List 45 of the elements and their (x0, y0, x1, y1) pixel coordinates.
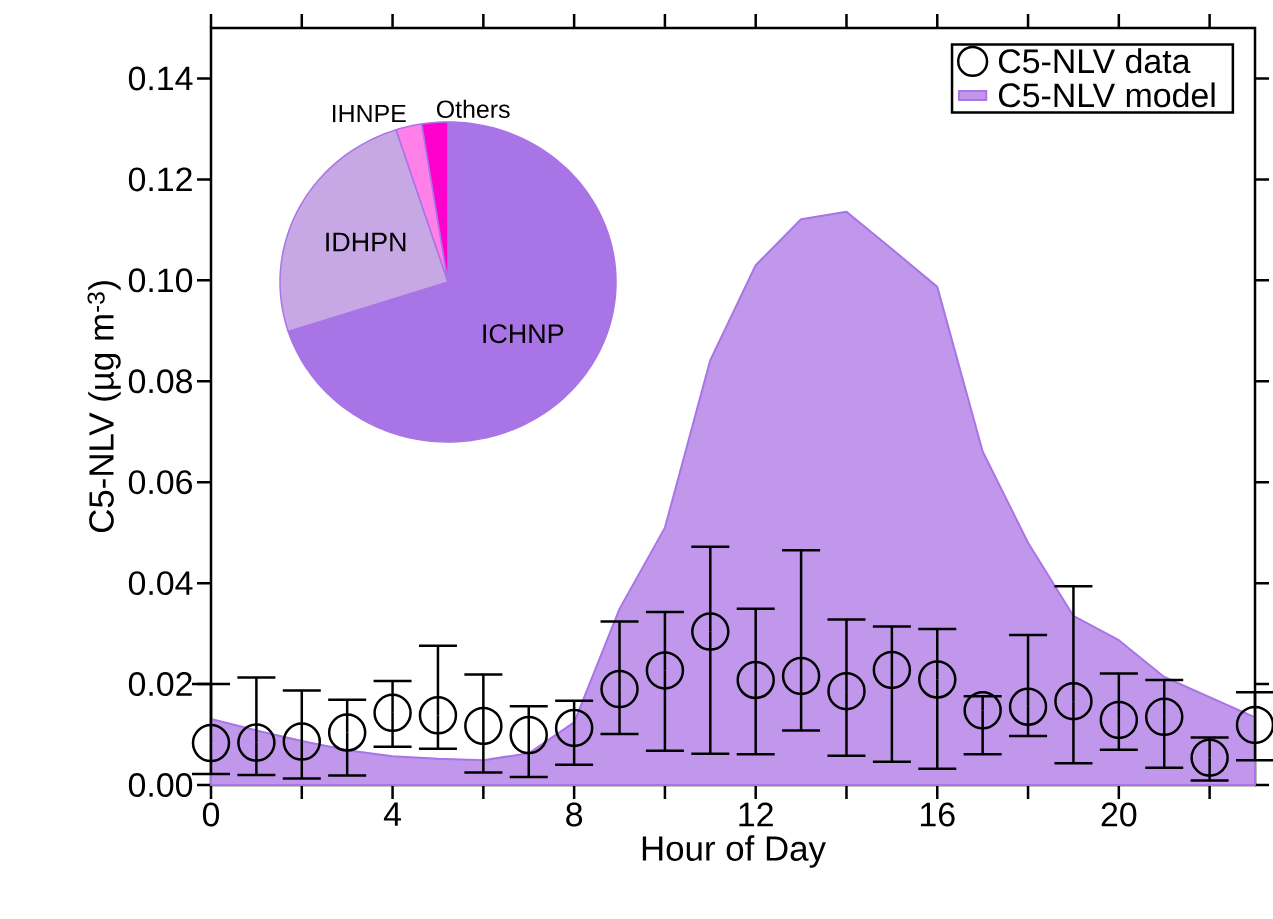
x-tick-label: 0 (202, 802, 220, 827)
point (645, 651, 685, 690)
slice-label: Others (436, 99, 510, 119)
point (736, 660, 775, 700)
point (1235, 705, 1273, 745)
x-tick-label: 16 (921, 802, 955, 827)
point (1054, 681, 1093, 721)
point (781, 656, 821, 696)
point (418, 696, 458, 735)
x-tick-label: 4 (383, 802, 401, 826)
x-tick-label: 12 (739, 802, 773, 827)
point (872, 650, 912, 690)
legend-label: C5-NLV data (998, 48, 1191, 74)
y-tick-label: 0.06 (128, 470, 192, 495)
point (1144, 697, 1184, 737)
point (600, 669, 639, 709)
point (327, 713, 367, 752)
point (464, 706, 503, 746)
slice-label: ICHNP (483, 324, 564, 344)
point (691, 612, 730, 651)
x-tick-label: 8 (566, 802, 583, 827)
y-axis-title: C5-NLV (µg m$^{-3}$) (87, 281, 121, 533)
y-tick-label: 0.04 (128, 571, 193, 596)
y-tick-label: 0.14 (128, 66, 193, 91)
point (963, 691, 1002, 730)
y-tick-label: 0.12 (128, 167, 192, 192)
legend-label: C5-NLV model (998, 82, 1215, 108)
x-axis-title: Hour of Day (642, 835, 826, 868)
point (191, 723, 231, 763)
y-tick-label: 0.08 (128, 369, 193, 394)
point (373, 693, 412, 733)
point (918, 660, 957, 699)
point (1099, 700, 1139, 740)
y-tick-label: 0.10 (128, 268, 193, 293)
x-tick-label: 20 (1101, 802, 1137, 827)
slice-label: IDHPN (326, 232, 406, 252)
point (237, 723, 276, 762)
point (827, 671, 866, 711)
point (509, 715, 548, 755)
y-tick-label: 0.00 (128, 773, 193, 797)
point (554, 708, 594, 748)
slice-label: IHNPE (332, 104, 406, 123)
point (282, 722, 322, 761)
point (1008, 687, 1048, 727)
y-tick-label: 0.02 (128, 672, 192, 697)
